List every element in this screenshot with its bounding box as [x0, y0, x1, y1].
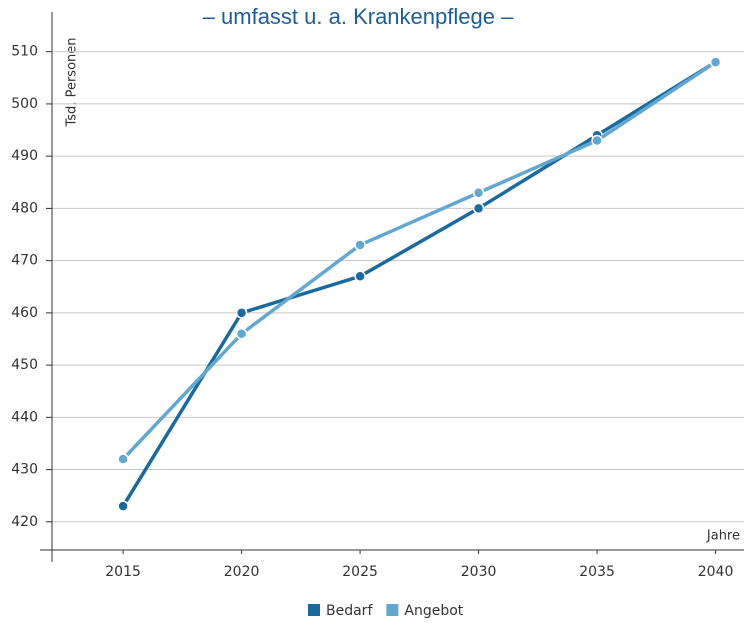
y-tick-label: 490 — [11, 148, 38, 164]
point — [117, 500, 129, 512]
y-tick-label: 460 — [11, 305, 38, 321]
y-tick-label: 470 — [11, 253, 38, 269]
point — [709, 56, 722, 68]
chart-title: – umfasst u. a. Krankenpflege – — [203, 4, 514, 29]
y-tick-label: 510 — [11, 44, 38, 60]
x-tick-label: 2025 — [342, 564, 378, 580]
y-tick-label: 480 — [11, 200, 38, 216]
series-line — [121, 60, 717, 461]
point — [472, 186, 485, 199]
series-line — [121, 60, 717, 508]
legend-label: Bedarf — [326, 603, 373, 619]
legend-swatch — [308, 604, 320, 616]
point — [117, 453, 129, 465]
point — [235, 328, 248, 340]
y-tick-label: 500 — [11, 96, 38, 112]
point — [472, 202, 485, 215]
y-tick-label: 440 — [11, 409, 38, 425]
point — [591, 134, 603, 147]
y-tick-label: 430 — [11, 462, 38, 478]
point — [354, 239, 366, 251]
x-tick-label: 2040 — [698, 564, 734, 580]
y-tick-label: 450 — [11, 357, 38, 373]
y-axis-label: Tsd. Personen — [65, 37, 80, 127]
y-tick-label: 420 — [11, 514, 38, 530]
x-axis-label: Jahre — [706, 529, 740, 544]
point — [235, 307, 248, 319]
legend-label: Angebot — [404, 603, 463, 619]
x-tick-label: 2030 — [461, 564, 497, 580]
x-tick-label: 2015 — [105, 564, 141, 580]
legend-swatch — [386, 604, 399, 616]
x-tick-label: 2035 — [579, 564, 615, 580]
x-tick-label: 2020 — [224, 564, 260, 580]
point — [354, 270, 366, 283]
